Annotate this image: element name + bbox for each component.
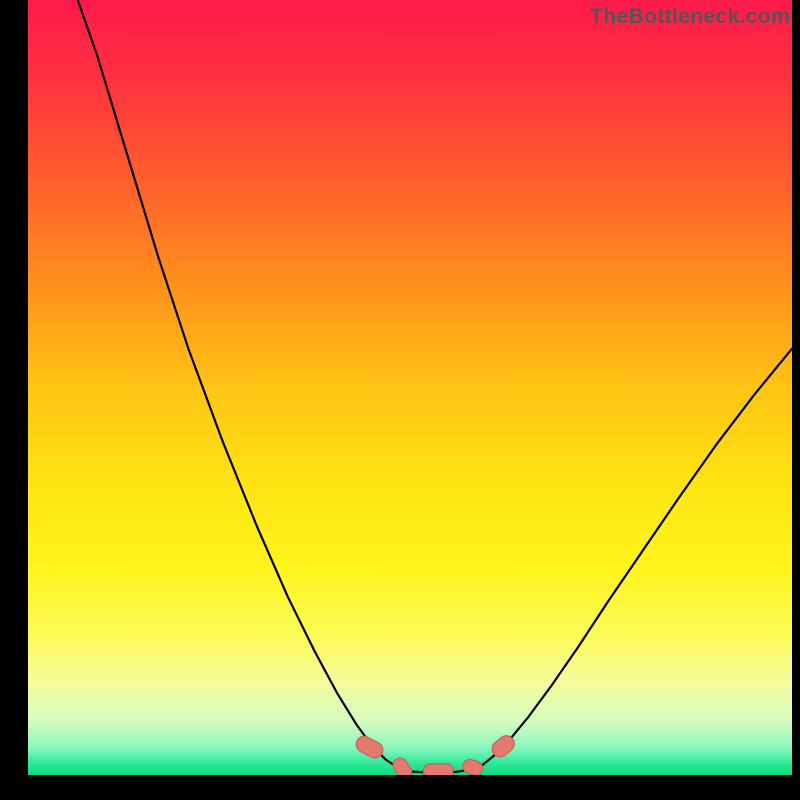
curve-marker <box>423 764 453 775</box>
chart-background <box>28 0 792 775</box>
chart-svg <box>28 0 792 775</box>
plot-area <box>28 0 792 775</box>
watermark-text: TheBottleneck.com <box>590 4 790 29</box>
